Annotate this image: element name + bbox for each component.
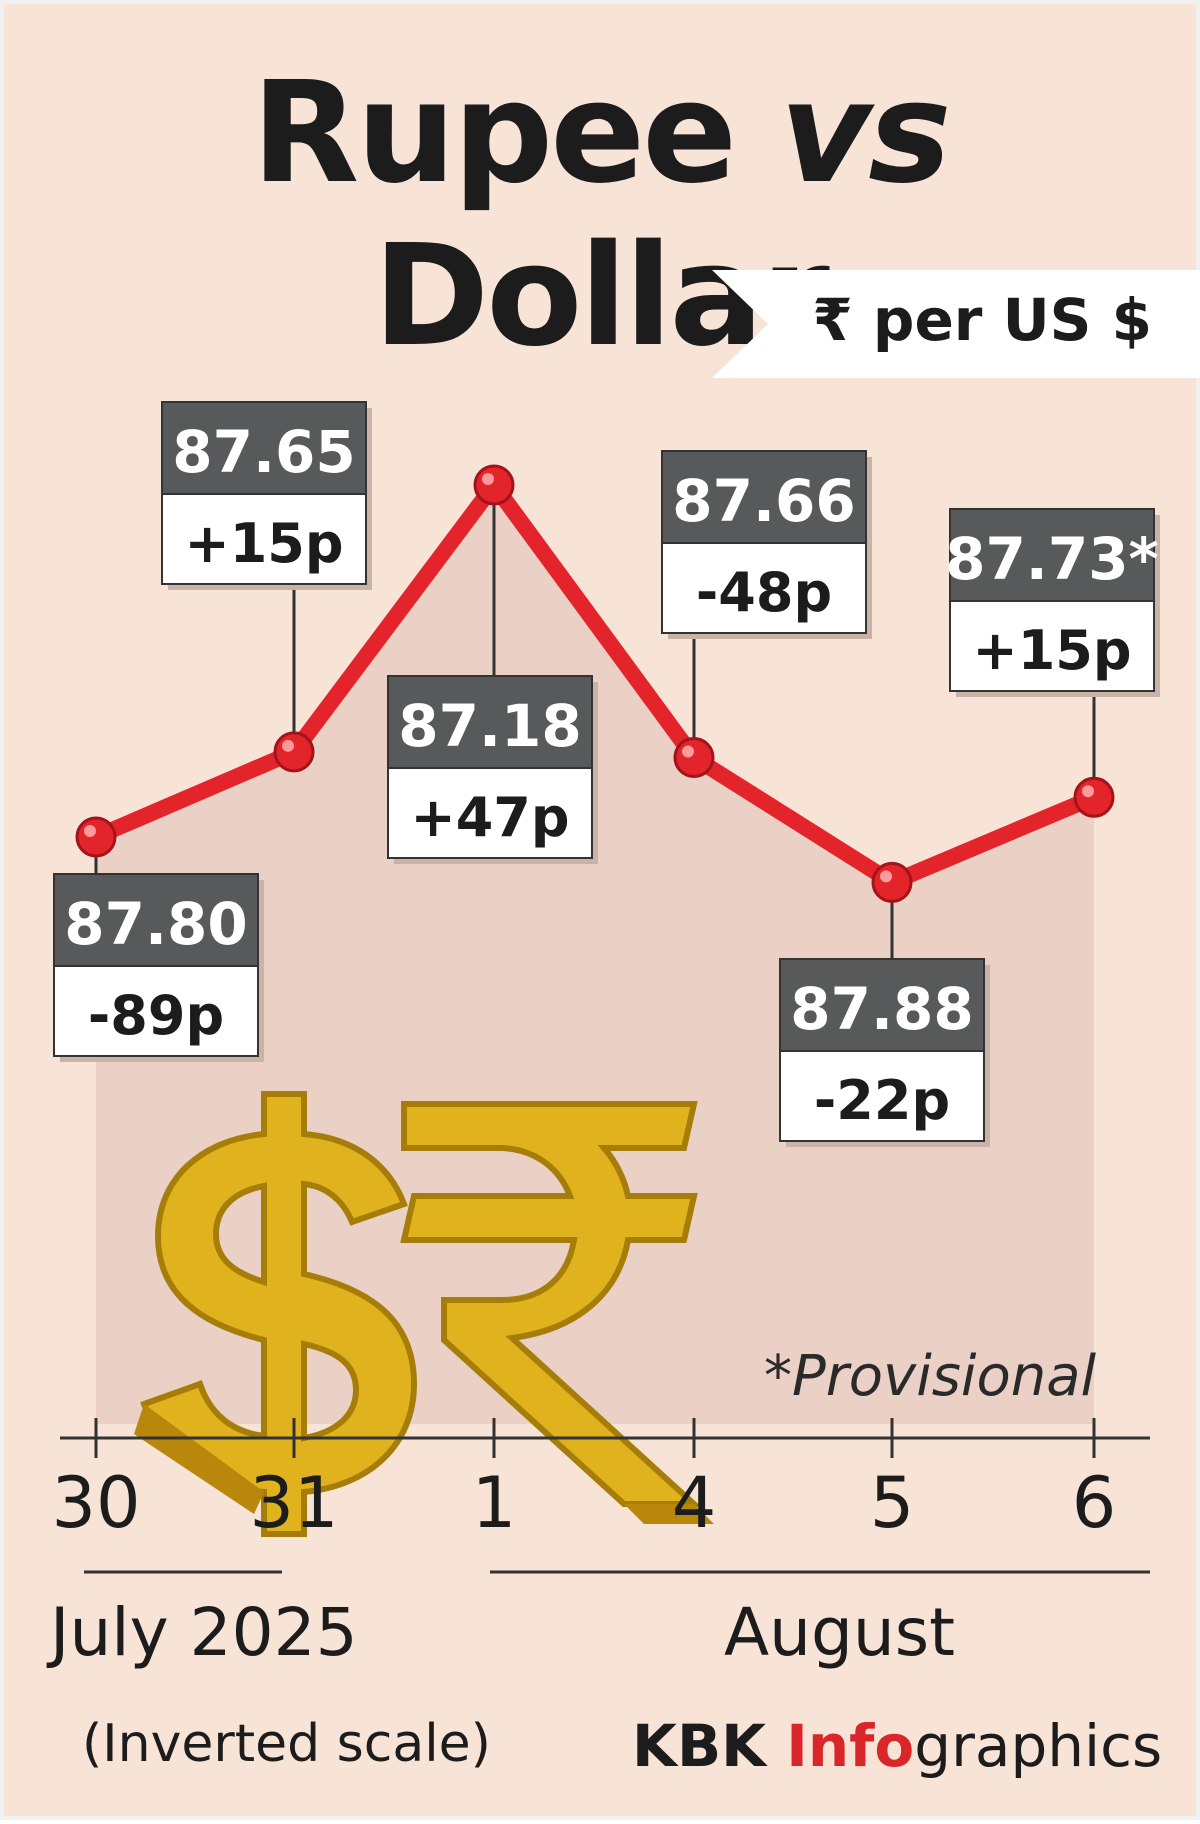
data-point: [1073, 776, 1115, 818]
change-label: -89p: [88, 984, 224, 1047]
credit-info: Info: [786, 1712, 915, 1780]
change-label: +15p: [184, 512, 343, 575]
change-label: -48p: [696, 561, 832, 624]
data-value-label: 87.88: [790, 975, 973, 1043]
data-point-highlight: [482, 473, 494, 485]
x-tick-label: 4: [671, 1462, 717, 1544]
data-point: [273, 731, 315, 773]
change-label: +15p: [972, 619, 1131, 682]
title-vs: vs: [779, 52, 952, 215]
month-label-august: August: [724, 1594, 955, 1671]
data-value-label: 87.73*: [945, 525, 1159, 593]
value-box: 87.73* +15p: [945, 508, 1160, 697]
data-value-label: 87.66: [672, 467, 855, 535]
data-value-label: 87.65: [172, 418, 355, 486]
change-label: -22p: [814, 1069, 950, 1132]
unit-label: ₹ per US $: [812, 286, 1152, 354]
data-point: [673, 736, 715, 778]
value-box: 87.80 -89p: [53, 873, 264, 1062]
series-line: [88, 477, 1102, 891]
x-tick-label: 6: [1071, 1462, 1117, 1544]
data-point-highlight: [880, 870, 892, 883]
credit-kbk: KBK: [632, 1712, 787, 1780]
x-tick-label: 5: [869, 1462, 915, 1544]
unit-banner: [712, 270, 1200, 378]
data-point-highlight: [682, 745, 694, 758]
inverted-scale-note: (Inverted scale): [82, 1714, 491, 1774]
value-box: 87.18 +47p: [387, 675, 598, 864]
line-chart: 87.80 -89p 87.65 +15p 87.18 +47p 87.66 -48p 87.8…: [53, 401, 1160, 1574]
dollar-3d-icon: [134, 1091, 418, 1537]
data-point: [473, 464, 515, 506]
title-rupee: Rupee: [251, 52, 738, 215]
data-point: [75, 816, 117, 858]
change-label: +47p: [410, 786, 569, 849]
value-box: 87.66 -48p: [661, 450, 872, 639]
x-tick-label: 30: [51, 1462, 141, 1544]
rupee-3d-icon: [400, 1101, 714, 1524]
data-point-highlight: [282, 739, 294, 752]
data-point-highlight: [1082, 785, 1094, 798]
x-tick-label: 1: [471, 1462, 517, 1544]
value-box: 87.65 +15p: [161, 401, 372, 590]
value-box: 87.88 -22p: [779, 958, 990, 1147]
credit: KBK Infographics: [632, 1712, 1162, 1780]
month-label-july: July 2025: [50, 1594, 358, 1671]
data-point: [871, 861, 913, 903]
data-value-label: 87.80: [64, 890, 247, 958]
data-point-highlight: [84, 824, 96, 837]
credit-graphics: graphics: [914, 1712, 1163, 1780]
data-value-label: 87.18: [398, 692, 581, 760]
x-tick-label: 31: [249, 1462, 339, 1544]
provisional-note: *Provisional: [764, 1344, 1097, 1409]
